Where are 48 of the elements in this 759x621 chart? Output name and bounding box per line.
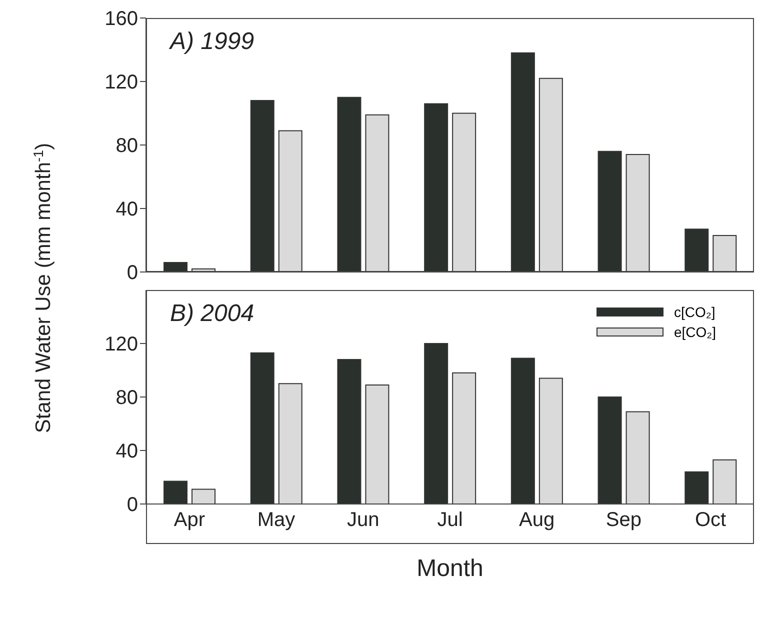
bar bbox=[250, 352, 274, 504]
bar bbox=[538, 78, 563, 272]
x-axis-title: Month bbox=[416, 555, 484, 582]
bar bbox=[337, 96, 362, 272]
bar bbox=[626, 154, 650, 272]
x-tick-label: Jun bbox=[347, 509, 380, 532]
annotation: A) 1999 bbox=[170, 28, 254, 56]
y-tick-label: 120 bbox=[104, 72, 138, 94]
bar bbox=[684, 471, 709, 504]
bar bbox=[424, 343, 448, 504]
y-tick-label: 80 bbox=[116, 135, 138, 158]
y-tick-label: 120 bbox=[104, 334, 138, 356]
bar bbox=[250, 100, 274, 272]
y-tick-label: 0 bbox=[126, 262, 138, 284]
legend-label: c[CO₂] bbox=[674, 304, 716, 320]
y-tick-label: 40 bbox=[116, 440, 138, 463]
bar bbox=[712, 234, 737, 272]
bar bbox=[164, 262, 188, 272]
x-tick-label: Oct bbox=[695, 509, 727, 532]
legend-label: e[CO₂] bbox=[674, 324, 716, 340]
y-tick-label: 80 bbox=[116, 387, 138, 410]
bar bbox=[192, 488, 216, 504]
x-tick-label: Sep bbox=[606, 509, 642, 532]
x-tick-label: Aug bbox=[519, 509, 555, 532]
annotation: B) 2004 bbox=[170, 300, 254, 328]
x-tick-label: May bbox=[257, 509, 296, 532]
bar bbox=[712, 459, 737, 504]
bar bbox=[684, 228, 709, 272]
bar bbox=[598, 150, 622, 272]
bar bbox=[452, 112, 476, 272]
bar bbox=[424, 103, 448, 272]
bar bbox=[365, 114, 390, 272]
bar bbox=[626, 411, 650, 504]
y-tick-label: 40 bbox=[116, 198, 138, 221]
bar bbox=[452, 372, 476, 504]
bar bbox=[598, 396, 622, 504]
x-tick-label: Apr bbox=[174, 509, 206, 532]
bar bbox=[278, 383, 302, 504]
bar bbox=[510, 358, 535, 504]
bar bbox=[337, 359, 362, 504]
x-tick-label: Jul bbox=[437, 509, 463, 532]
bar bbox=[510, 52, 535, 272]
bar bbox=[164, 480, 188, 504]
bar bbox=[278, 130, 302, 272]
y-tick-label: 0 bbox=[126, 494, 138, 516]
y-tick-label: 160 bbox=[104, 8, 138, 30]
bar bbox=[365, 384, 390, 504]
bar bbox=[538, 378, 563, 504]
